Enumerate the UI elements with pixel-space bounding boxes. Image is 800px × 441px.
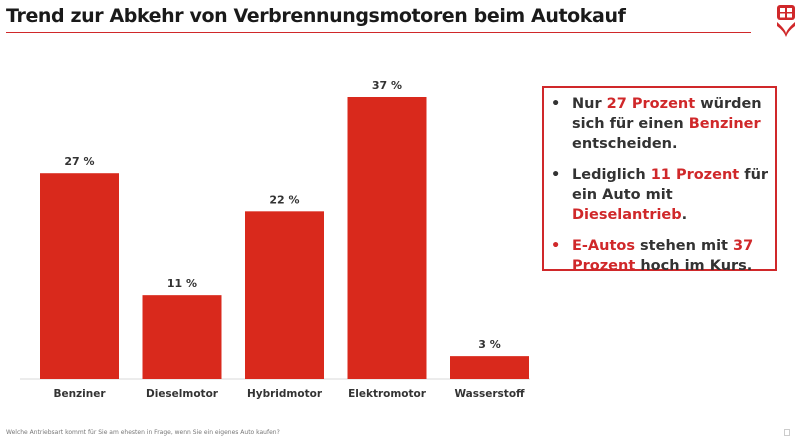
finding-text: für ein Auto mit [572, 167, 769, 203]
category-label: Benziner [53, 388, 106, 400]
finding-text: hoch im Kurs. [635, 258, 753, 274]
bullet-icon: • [551, 167, 561, 183]
bullet-icon: • [551, 238, 561, 254]
highlight-text: Benziner [688, 116, 761, 132]
data-label: 22 % [269, 193, 299, 206]
finding-text: stehen mit [635, 238, 734, 254]
data-label: 27 % [64, 155, 94, 168]
key-findings-box: • Nur 27 Prozent würden sich für einen Be… [542, 86, 777, 274]
finding-text: Lediglich [572, 167, 651, 183]
finding-text: würden sich für einen [572, 96, 762, 132]
bar-chart: 27 % Benziner 11 % Dieselmotor 22 % Hybridmot… [20, 79, 530, 400]
bar-hybridmotor [245, 211, 324, 379]
highlight-text: 37 Prozent [572, 238, 754, 274]
highlight-text: 27 Prozent [606, 96, 696, 112]
highlight-text: 11 Prozent [650, 167, 740, 183]
key-findings-list: • Nur 27 Prozent würden sich für einen Be… [544, 88, 775, 276]
bullet-icon: • [551, 96, 561, 112]
category-label: Dieselmotor [146, 388, 219, 400]
data-label: 37 % [372, 79, 402, 92]
category-label: Wasserstoff [454, 388, 525, 400]
survey-question: Welche Antriebsart kommt für Sie am ehes… [6, 429, 280, 436]
finding-item: • Nur 27 Prozent würden sich für einen Be… [544, 94, 775, 154]
category-label: Hybridmotor [247, 388, 323, 400]
bar-wasserstoff [450, 356, 529, 379]
bar-dieselmotor [142, 295, 222, 379]
data-label: 3 % [478, 338, 501, 351]
page-title: Trend zur Abkehr von Verbrennungsmotoren… [6, 5, 626, 27]
finding-item: • Lediglich 11 Prozent für ein Auto mit D… [544, 165, 775, 225]
highlight-text: Dieselantrieb [572, 207, 682, 223]
page-number [784, 429, 790, 436]
category-label: Elektromotor [348, 388, 427, 400]
data-label: 11 % [167, 277, 197, 290]
finding-text: entscheiden. [572, 136, 678, 152]
finding-text: Nur [572, 96, 607, 112]
title-divider [6, 32, 751, 33]
bar-elektromotor [347, 97, 427, 379]
finding-item: • E-Autos stehen mit 37 Prozent hoch im K… [544, 236, 775, 276]
bar-benziner [40, 173, 119, 379]
logo-icon [777, 5, 795, 37]
highlight-text: E-Autos [572, 238, 635, 254]
finding-text: . [681, 207, 688, 223]
